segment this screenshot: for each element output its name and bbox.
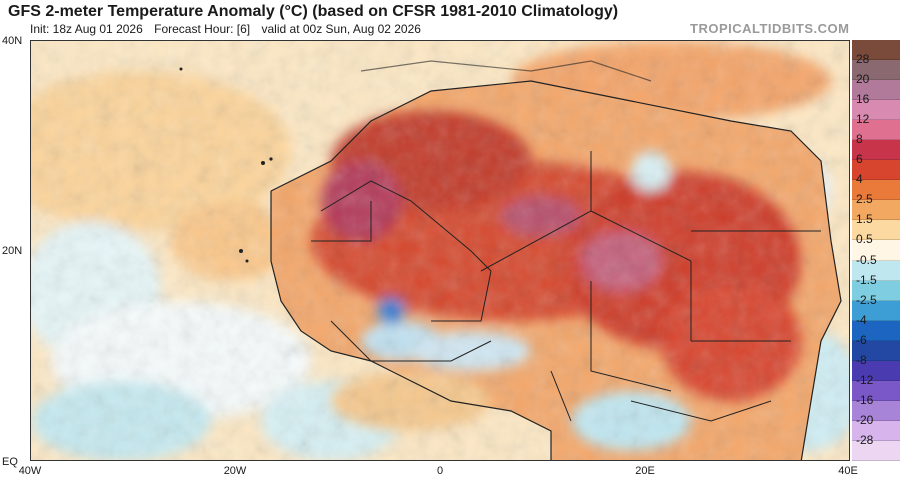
colorbar-swatch xyxy=(852,200,900,221)
colorbar-label: 2.5 xyxy=(856,192,873,207)
texture-noise xyxy=(31,41,849,460)
colorbar-swatch xyxy=(852,140,900,161)
colorbar-label: 4 xyxy=(856,172,863,187)
colorbar-swatch xyxy=(852,300,900,321)
forecast-hour: Forecast Hour: [6] xyxy=(154,22,251,36)
lon-label-0: 0 xyxy=(436,465,444,477)
colorbar-swatch xyxy=(852,80,900,101)
colorbar-label: 8 xyxy=(856,132,863,147)
colorbar-swatch xyxy=(852,180,900,201)
colorbar-label: -6 xyxy=(856,332,867,347)
country-borders xyxy=(311,151,821,422)
lon-label-20w: 20W xyxy=(223,465,247,477)
colorbar-label: 20 xyxy=(856,72,870,87)
map-subtitle: Init: 18z Aug 01 2026 Forecast Hour: [6]… xyxy=(30,22,429,36)
lon-label-40w: 40W xyxy=(18,465,42,477)
colorbar-label: -28 xyxy=(856,432,874,447)
lat-label-eq: EQ xyxy=(2,456,18,468)
colorbar: 28 20 16 12 8 6 4 2.5 1.5 0.5 -0.5 -1.5 -2.5 -4 -6 -8 -1… xyxy=(852,40,900,461)
atlantic-islands xyxy=(179,67,273,263)
colorbar-label: 1.5 xyxy=(856,212,873,227)
colorbar-swatch xyxy=(852,400,900,421)
lat-label-40n: 40N xyxy=(2,35,23,47)
colorbar-label: 28 xyxy=(856,52,870,67)
lat-label-20n: 20N xyxy=(2,245,23,257)
colorbar-swatch xyxy=(852,420,900,441)
lon-label-20e: 20E xyxy=(635,465,655,477)
map-title: GFS 2-meter Temperature Anomaly (°C) (ba… xyxy=(8,3,619,20)
coastlines xyxy=(270,60,842,460)
colorbar-swatch xyxy=(852,280,900,301)
colorbar-swatch xyxy=(852,360,900,381)
valid-time: valid at 00z Sun, Aug 02 2026 xyxy=(261,22,421,36)
colorbar-swatch xyxy=(852,60,900,81)
colorbar-swatch xyxy=(852,120,900,141)
init-time: Init: 18z Aug 01 2026 xyxy=(30,22,143,36)
colorbar-label: 0.5 xyxy=(856,232,873,247)
colorbar-swatch xyxy=(852,100,900,121)
colorbar-label: -1.5 xyxy=(856,272,877,287)
colorbar-label: 12 xyxy=(856,112,870,127)
colorbar-label: 6 xyxy=(856,152,863,167)
colorbar-label: -20 xyxy=(856,412,874,427)
colorbar-swatch xyxy=(852,160,900,181)
colorbar-label: -0.5 xyxy=(856,252,877,267)
lon-label-40e: 40E xyxy=(838,465,858,477)
colorbar-label: 16 xyxy=(856,92,870,107)
colorbar-label: -12 xyxy=(856,372,874,387)
colorbar-swatch xyxy=(852,260,900,281)
colorbar-label: -8 xyxy=(856,352,867,367)
anomaly-map xyxy=(30,40,850,461)
watermark: TROPICALTIDBITS.COM xyxy=(690,21,850,36)
colorbar-label: -2.5 xyxy=(856,292,877,307)
colorbar-label: -16 xyxy=(856,392,874,407)
colorbar-swatch xyxy=(852,240,900,261)
colorbar-swatch xyxy=(852,40,900,61)
colorbar-swatch xyxy=(852,340,900,361)
colorbar-label: -4 xyxy=(856,312,867,327)
colorbar-swatch xyxy=(852,220,900,241)
map-svg xyxy=(31,41,849,460)
colorbar-swatch xyxy=(852,380,900,401)
colorbar-swatch xyxy=(852,320,900,341)
colorbar-swatch xyxy=(852,440,900,461)
